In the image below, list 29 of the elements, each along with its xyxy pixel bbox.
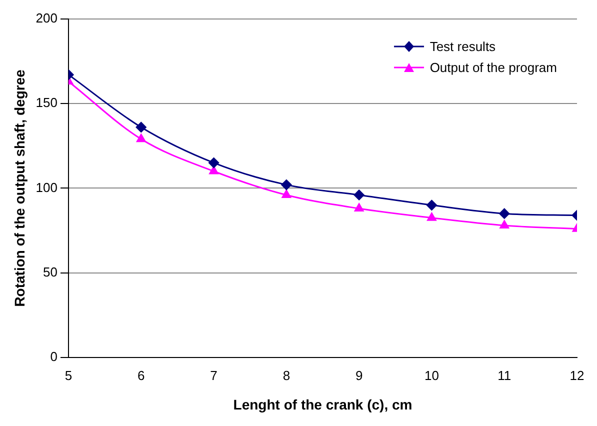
point	[499, 208, 510, 219]
point	[208, 158, 220, 168]
x-tick-label: 7	[210, 368, 218, 383]
x-tick-label: 8	[282, 368, 290, 383]
point	[136, 134, 146, 142]
y-tick-label: 0	[50, 349, 58, 364]
point	[354, 203, 364, 212]
x-tick-label: 5	[64, 368, 72, 383]
point	[426, 200, 437, 210]
y-tick-label: 50	[43, 264, 58, 280]
y-tick-label: 100	[36, 180, 58, 195]
x-axis-title: Lenght of the crank (c), cm	[233, 396, 412, 412]
x-tick-label: 10	[424, 368, 439, 383]
x-tick-label: 12	[570, 368, 584, 383]
point	[136, 122, 146, 132]
x-tick-label: 11	[498, 368, 512, 383]
point	[281, 180, 292, 190]
y-tick-label: 150	[36, 95, 58, 110]
y-tick-label: 200	[36, 10, 58, 26]
x-tick-label: 9	[355, 368, 363, 383]
point	[282, 190, 292, 198]
point	[427, 212, 436, 221]
point	[500, 220, 510, 228]
legend-label: Output of the program	[430, 60, 557, 75]
y-axis-title: Rotation of the output shaft, degree	[11, 69, 28, 307]
point	[209, 166, 218, 174]
legend-label: Test results	[430, 38, 496, 54]
x-tick-label: 6	[138, 368, 145, 383]
point	[354, 190, 364, 200]
